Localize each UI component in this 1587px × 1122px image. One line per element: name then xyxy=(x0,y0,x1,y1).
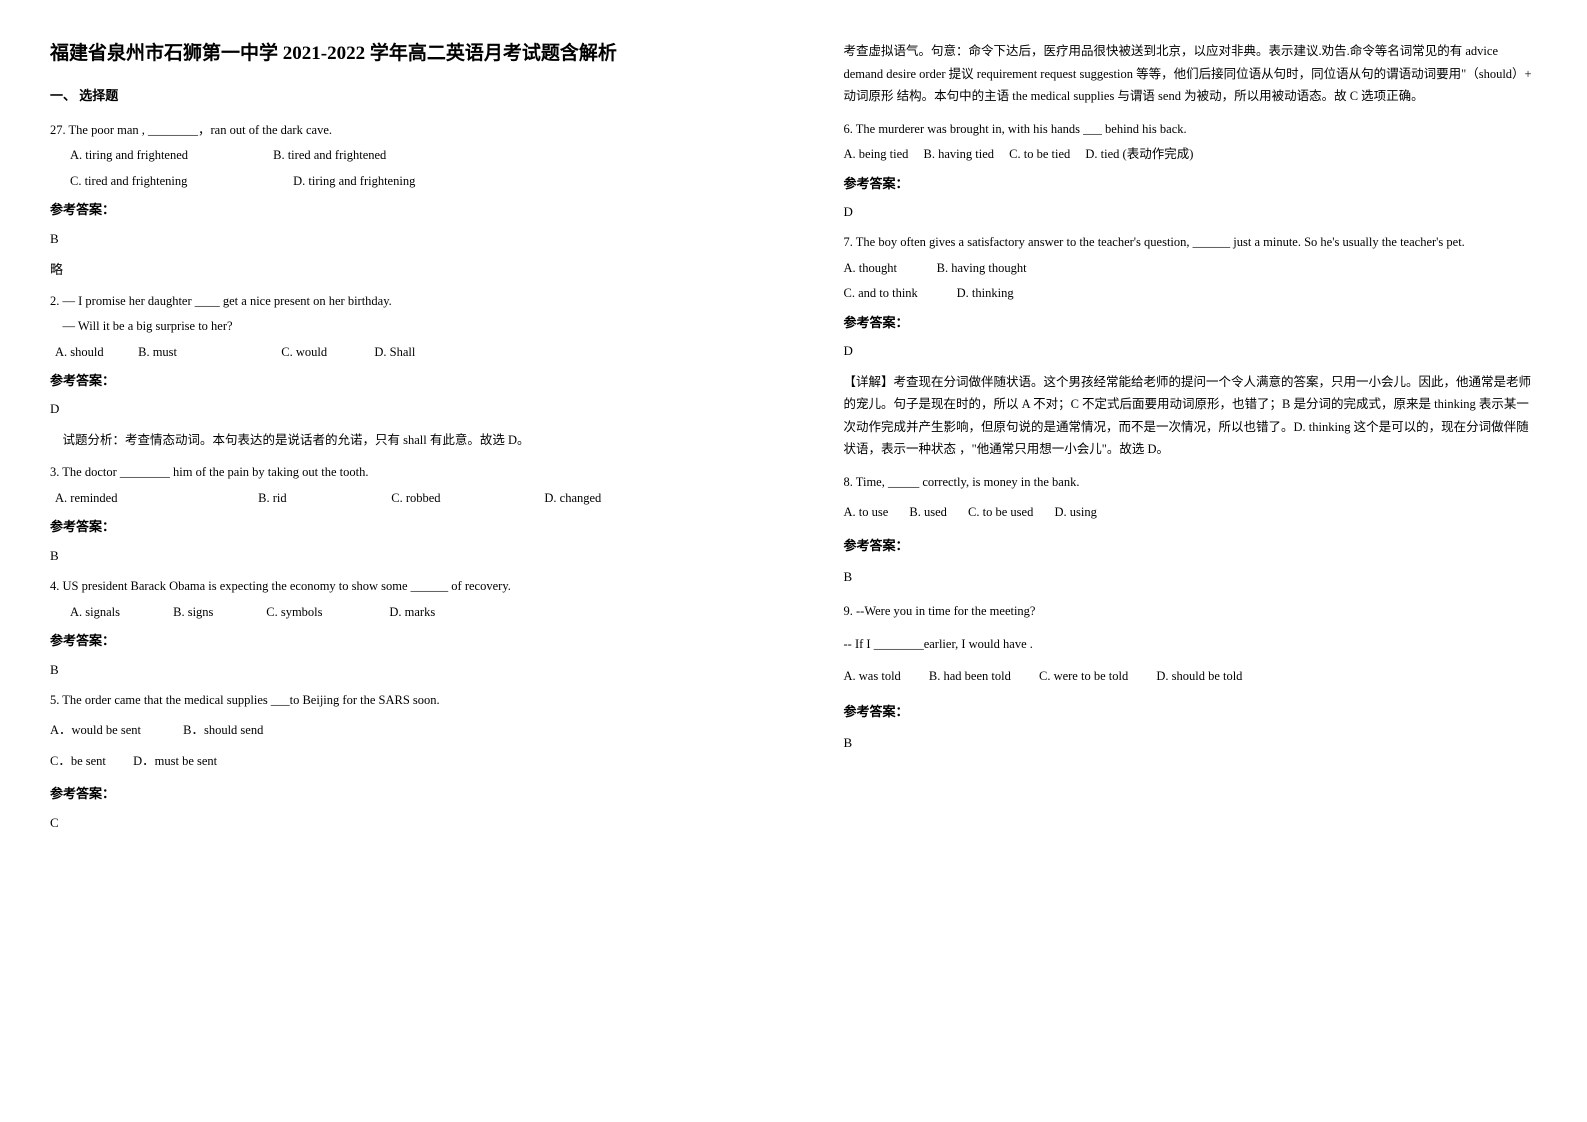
q4-optA: A. signals xyxy=(70,601,170,624)
answer-label-2: 参考答案： xyxy=(50,369,744,392)
q6-options: A. being tied B. having tied C. to be ti… xyxy=(844,143,1538,166)
question-9: 9. --Were you in time for the meeting? -… xyxy=(844,600,1538,688)
question-3: 3. The doctor ________ him of the pain b… xyxy=(50,461,744,509)
q4-options: A. signals B. signs C. symbols D. marks xyxy=(50,601,744,624)
q5-optA: A．would be sent xyxy=(50,719,180,742)
q27-optC: C. tired and frightening xyxy=(70,170,290,193)
q9-line2: -- If I ________earlier, I would have . xyxy=(844,633,1538,656)
q6-optC: C. to be tied xyxy=(1009,143,1070,166)
q9-optD: D. should be told xyxy=(1156,669,1242,683)
q9-optA: A. was told xyxy=(844,665,901,688)
q9-optB: B. had been told xyxy=(929,665,1011,688)
q2-optA: A. should xyxy=(55,341,135,364)
q7-options-row2: C. and to think D. thinking xyxy=(844,282,1538,305)
q7-text: 7. The boy often gives a satisfactory an… xyxy=(844,231,1538,254)
q27-optB: B. tired and frightened xyxy=(273,148,386,162)
right-column: 考查虚拟语气。句意：命令下达后，医疗用品很快被送到北京，以应对非典。表示建议.劝… xyxy=(794,0,1587,1122)
q27-optD: D. tiring and frightening xyxy=(293,174,415,188)
q2-answer: D xyxy=(50,397,744,420)
q27-note: 略 xyxy=(50,258,744,281)
q3-optA: A. reminded xyxy=(55,487,255,510)
q3-optC: C. robbed xyxy=(391,487,541,510)
q6-optA: A. being tied xyxy=(844,143,909,166)
q8-options: A. to use B. used C. to be used D. using xyxy=(844,501,1538,524)
answer-label-6: 参考答案： xyxy=(844,172,1538,195)
q8-answer: B xyxy=(844,565,1538,588)
left-column: 福建省泉州市石狮第一中学 2021-2022 学年高二英语月考试题含解析 一、 … xyxy=(0,0,794,1122)
q9-line1: 9. --Were you in time for the meeting? xyxy=(844,600,1538,623)
q3-optB: B. rid xyxy=(258,487,388,510)
q2-analysis: 试题分析：考查情态动词。本句表达的是说话者的允诺，只有 shall 有此意。故选… xyxy=(50,429,744,452)
q2-optD: D. Shall xyxy=(374,345,415,359)
q2-options: A. should B. must C. would D. Shall xyxy=(50,341,744,364)
q27-options-row2: C. tired and frightening D. tiring and f… xyxy=(70,170,744,193)
exam-title: 福建省泉州市石狮第一中学 2021-2022 学年高二英语月考试题含解析 xyxy=(50,40,744,69)
q4-text: 4. US president Barack Obama is expectin… xyxy=(50,575,744,598)
answer-label-7: 参考答案： xyxy=(844,311,1538,334)
q4-optB: B. signs xyxy=(173,601,263,624)
q5-text: 5. The order came that the medical suppl… xyxy=(50,689,744,712)
q2-optC: C. would xyxy=(281,341,371,364)
q7-answer: D xyxy=(844,339,1538,362)
answer-label-27: 参考答案： xyxy=(50,198,744,221)
q9-answer: B xyxy=(844,731,1538,754)
q27-optA: A. tiring and frightened xyxy=(70,144,270,167)
q8-optC: C. to be used xyxy=(968,501,1033,524)
q4-answer: B xyxy=(50,658,744,681)
q5-optD: D．must be sent xyxy=(133,754,217,768)
q5-optB: B．should send xyxy=(183,723,263,737)
q4-optD: D. marks xyxy=(389,605,435,619)
q7-optD: D. thinking xyxy=(957,286,1014,300)
q6-optD: D. tied (表动作完成) xyxy=(1085,147,1193,161)
answer-label-4: 参考答案： xyxy=(50,629,744,652)
q2-line2: — Will it be a big surprise to her? xyxy=(50,315,744,338)
q5-answer: C xyxy=(50,811,744,834)
answer-label-9: 参考答案： xyxy=(844,700,1538,723)
question-27: 27. The poor man , ________，ran out of t… xyxy=(50,119,744,193)
q8-text: 8. Time, _____ correctly, is money in th… xyxy=(844,471,1538,494)
answer-label-8: 参考答案： xyxy=(844,534,1538,557)
question-6: 6. The murderer was brought in, with his… xyxy=(844,118,1538,166)
q3-options: A. reminded B. rid C. robbed D. changed xyxy=(50,487,744,510)
q9-optC: C. were to be told xyxy=(1039,665,1128,688)
q5-optC: C．be sent xyxy=(50,750,130,773)
q7-optA: A. thought xyxy=(844,257,934,280)
answer-label-3: 参考答案： xyxy=(50,515,744,538)
q4-optC: C. symbols xyxy=(266,601,386,624)
q6-text: 6. The murderer was brought in, with his… xyxy=(844,118,1538,141)
q8-optB: B. used xyxy=(909,501,947,524)
question-5: 5. The order came that the medical suppl… xyxy=(50,689,744,773)
section-heading: 一、 选择题 xyxy=(50,84,744,107)
q2-optB: B. must xyxy=(138,341,278,364)
q8-optD: D. using xyxy=(1054,505,1096,519)
question-4: 4. US president Barack Obama is expectin… xyxy=(50,575,744,623)
q7-options-row1: A. thought B. having thought xyxy=(844,257,1538,280)
q7-optB: B. having thought xyxy=(937,261,1027,275)
q9-options: A. was told B. had been told C. were to … xyxy=(844,665,1538,688)
q27-answer: B xyxy=(50,227,744,250)
q7-analysis: 【详解】考查现在分词做伴随状语。这个男孩经常能给老师的提问一个令人满意的答案，只… xyxy=(844,371,1538,461)
question-7: 7. The boy often gives a satisfactory an… xyxy=(844,231,1538,305)
question-2: 2. — I promise her daughter ____ get a n… xyxy=(50,290,744,364)
q5-analysis: 考查虚拟语气。句意：命令下达后，医疗用品很快被送到北京，以应对非典。表示建议.劝… xyxy=(844,40,1538,108)
q8-optA: A. to use xyxy=(844,501,889,524)
q3-answer: B xyxy=(50,544,744,567)
question-8: 8. Time, _____ correctly, is money in th… xyxy=(844,471,1538,524)
q6-answer: D xyxy=(844,200,1538,223)
q3-text: 3. The doctor ________ him of the pain b… xyxy=(50,461,744,484)
q5-options-row1: A．would be sent B．should send xyxy=(50,719,744,742)
q7-optC: C. and to think xyxy=(844,282,954,305)
q2-line1: 2. — I promise her daughter ____ get a n… xyxy=(50,290,744,313)
q27-text: 27. The poor man , ________，ran out of t… xyxy=(50,119,744,142)
q6-optB: B. having tied xyxy=(924,143,994,166)
q27-options-row1: A. tiring and frightened B. tired and fr… xyxy=(70,144,744,167)
answer-label-5: 参考答案： xyxy=(50,782,744,805)
q3-optD: D. changed xyxy=(544,491,601,505)
q5-options-row2: C．be sent D．must be sent xyxy=(50,750,744,773)
